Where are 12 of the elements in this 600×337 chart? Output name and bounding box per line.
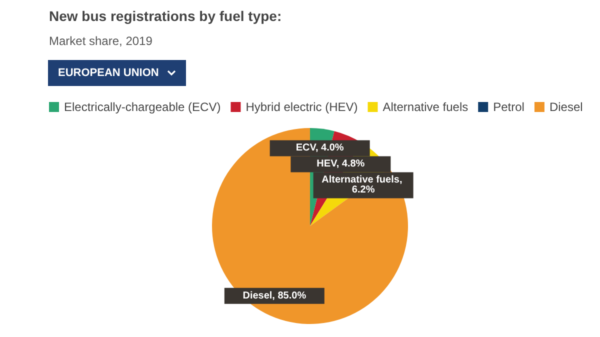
- legend-label: Petrol: [493, 100, 524, 114]
- legend-label: Hybrid electric (HEV): [246, 100, 358, 114]
- data-label: ECV, 4.0%: [296, 142, 344, 154]
- legend-label: Diesel: [549, 100, 583, 114]
- chart-title: New bus registrations by fuel type:: [49, 8, 282, 24]
- dropdown-button: EUROPEAN UNION: [48, 60, 186, 86]
- data-label: Alternative fuels, 6.2%: [322, 174, 405, 196]
- legend-label: Electrically-chargeable (ECV): [64, 100, 221, 114]
- data-label: HEV, 4.8%: [316, 158, 365, 170]
- legend-label: Alternative fuels: [382, 100, 468, 114]
- data-label: Diesel, 85.0%: [242, 290, 306, 302]
- chart-subtitle: Market share, 2019: [49, 34, 153, 48]
